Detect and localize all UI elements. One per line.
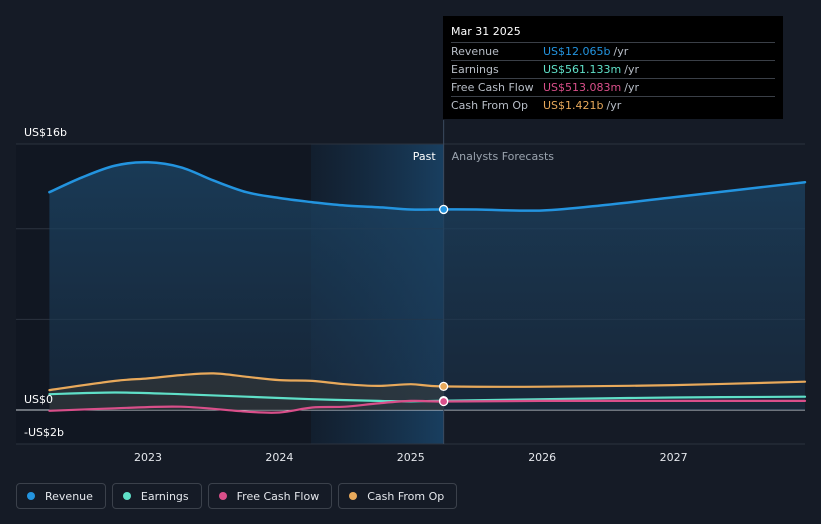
y-axis-zero-label: US$0 [24, 393, 53, 406]
legend-label: Free Cash Flow [236, 489, 320, 503]
tooltip-unit: /yr [613, 45, 629, 58]
legend-item-cash-from-op[interactable]: Cash From Op [338, 483, 458, 509]
tooltip-label: Free Cash Flow [451, 81, 534, 94]
tooltip-value: US$12.065b [543, 45, 611, 58]
tooltip-label: Earnings [451, 63, 499, 76]
tooltip-unit: /yr [606, 99, 622, 112]
legend-item-free-cash-flow[interactable]: Free Cash Flow [207, 483, 333, 509]
legend-item-revenue[interactable]: Revenue [16, 483, 106, 509]
tooltip-value: US$561.133m [543, 63, 622, 76]
tooltip-value: US$513.083m [543, 81, 622, 94]
tooltip-label: Cash From Op [451, 99, 529, 112]
legend-label: Earnings [140, 489, 189, 503]
tooltip-row-cash-from-op: Cash From Op US$1.421b /yr [451, 96, 775, 114]
legend-dot-icon [218, 492, 227, 500]
legend-dot-icon [27, 492, 35, 500]
tooltip-label: Revenue [451, 45, 499, 58]
legend-dot-icon [349, 492, 358, 500]
tooltip: Mar 31 2025 Revenue US$12.065b /yr Earni… [443, 16, 783, 119]
revenue-line [48, 161, 807, 212]
tooltip-row-free-cash-flow: Free Cash Flow US$513.083m /yr [451, 78, 775, 96]
revenue-area [49, 162, 805, 410]
cash-from-op-line [48, 372, 807, 392]
x-tick-label: 2026 [528, 451, 556, 464]
earnings-line [48, 391, 807, 403]
x-tick-label: 2023 [134, 451, 162, 464]
revenue-marker [438, 204, 449, 215]
free-cash-flow-line [48, 399, 807, 414]
free-cash-flow-marker [438, 396, 449, 407]
x-tick-label: 2025 [397, 451, 425, 464]
legend: Revenue Earnings Free Cash Flow Cash Fro… [16, 483, 458, 509]
legend-label: Cash From Op [367, 489, 445, 503]
tooltip-value: US$1.421b [543, 99, 604, 112]
legend-dot-icon [122, 492, 131, 500]
x-tick-label: 2027 [660, 451, 688, 464]
forecast-label: Analysts Forecasts [452, 150, 555, 163]
tooltip-row-revenue: Revenue US$12.065b /yr [451, 42, 775, 60]
cash-from-op-marker [438, 381, 449, 392]
past-label: Past [413, 150, 437, 163]
tooltip-unit: /yr [624, 63, 639, 76]
legend-item-earnings[interactable]: Earnings [111, 483, 202, 509]
x-tick-label: 2024 [265, 451, 293, 464]
tooltip-date: Mar 31 2025 [451, 25, 521, 38]
y-axis-top-label: US$16b [24, 126, 67, 139]
legend-label: Revenue [45, 489, 93, 503]
tooltip-row-earnings: Earnings US$561.133m /yr [451, 60, 775, 78]
tooltip-unit: /yr [624, 81, 639, 94]
y-axis-bottom-label: -US$2b [24, 426, 64, 439]
